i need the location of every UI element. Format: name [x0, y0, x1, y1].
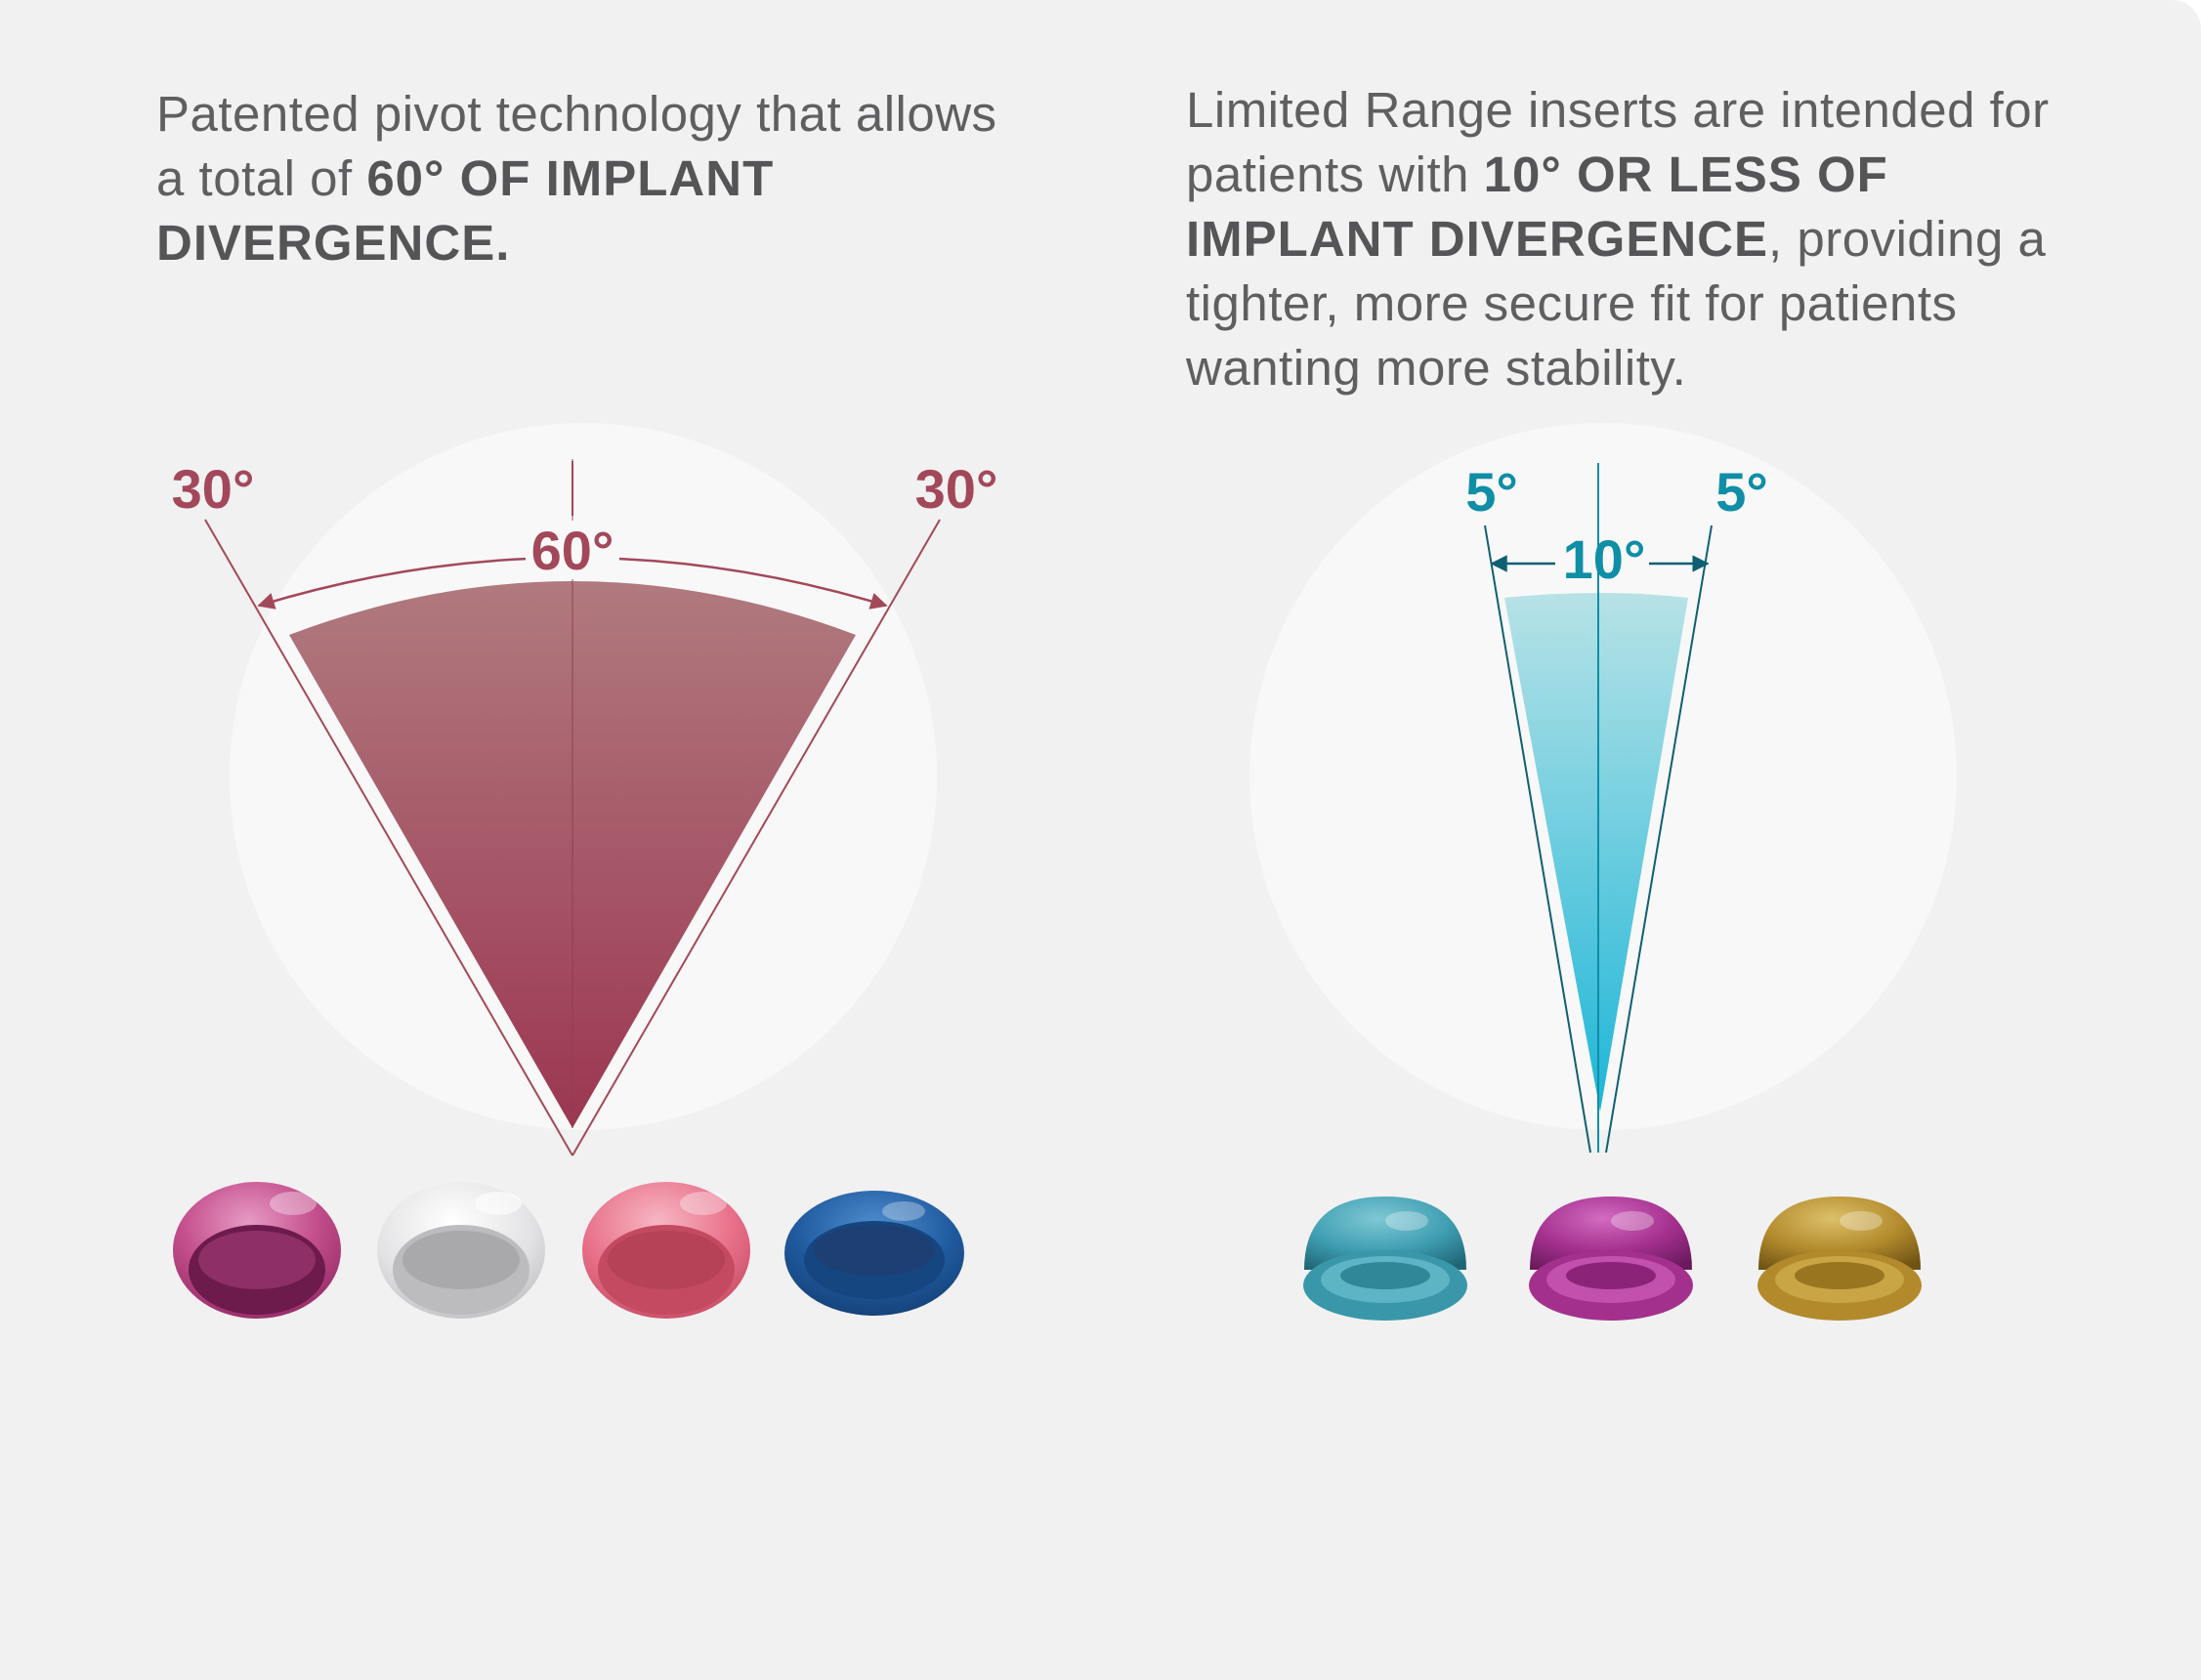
left-divergence-wedge	[289, 581, 856, 1128]
left-caption-bold: 60° OF IMPLANT DIVERGENCE.	[156, 150, 775, 271]
insert-light-pink	[582, 1182, 750, 1319]
left-caption: Patented pivot technology that allows a …	[156, 82, 1036, 275]
left-angle-left-label: 30°	[172, 458, 255, 520]
left-boundary-line-right	[571, 519, 941, 1156]
right-caption-bold: 10° OR LESS OF IMPLANT DIVERGENCE	[1186, 147, 1888, 267]
right-caption-regular-1: Limited Range inserts are intended for p…	[1186, 82, 2050, 202]
right-caption-regular-2: , providing a tighter, more secure fit f…	[1186, 211, 2047, 396]
insert-gold	[1757, 1197, 1922, 1321]
right-angle-right-label: 5°	[1715, 461, 1768, 523]
left-angle-right-label: 30°	[915, 458, 998, 520]
right-caption: Limited Range inserts are intended for p…	[1186, 78, 2104, 400]
right-angle-center-label: 10°	[1563, 528, 1646, 590]
insert-white	[377, 1182, 545, 1319]
left-angle-label-bg	[526, 521, 619, 579]
insert-magenta	[1529, 1197, 1693, 1321]
insert-teal	[1303, 1197, 1467, 1321]
insert-blue	[784, 1191, 964, 1316]
left-caption-regular: Patented pivot technology that allows a …	[156, 86, 997, 206]
right-angle-left-label: 5°	[1465, 461, 1518, 523]
right-boundary-line-left	[1484, 525, 1591, 1154]
insert-pink	[173, 1182, 341, 1319]
left-boundary-line-left	[204, 519, 573, 1156]
right-divergence-wedge	[1504, 593, 1688, 1112]
right-boundary-line-right	[1605, 525, 1713, 1154]
left-angle-center-label: 60°	[531, 520, 614, 581]
